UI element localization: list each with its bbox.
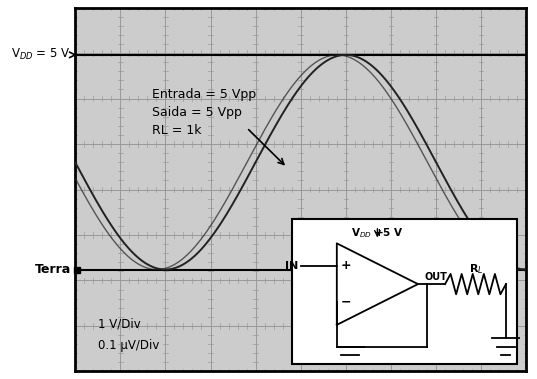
Text: IN: IN <box>285 261 299 271</box>
Bar <box>292 219 517 364</box>
Text: V$_{DD}$ +5 V: V$_{DD}$ +5 V <box>351 226 404 240</box>
Text: +: + <box>340 259 351 272</box>
Text: Entrada = 5 Vpp
Saida = 5 Vpp
RL = 1k: Entrada = 5 Vpp Saida = 5 Vpp RL = 1k <box>152 88 256 136</box>
Text: 0.1 μV/Div: 0.1 μV/Div <box>98 340 159 352</box>
Text: R$_L$: R$_L$ <box>469 263 484 276</box>
Text: −: − <box>340 296 351 309</box>
Text: 1 V/Div: 1 V/Div <box>98 318 141 330</box>
Text: V$_{DD}$ = 5 V: V$_{DD}$ = 5 V <box>11 47 71 63</box>
Text: Terra: Terra <box>34 263 71 276</box>
Text: OUT: OUT <box>425 272 448 282</box>
